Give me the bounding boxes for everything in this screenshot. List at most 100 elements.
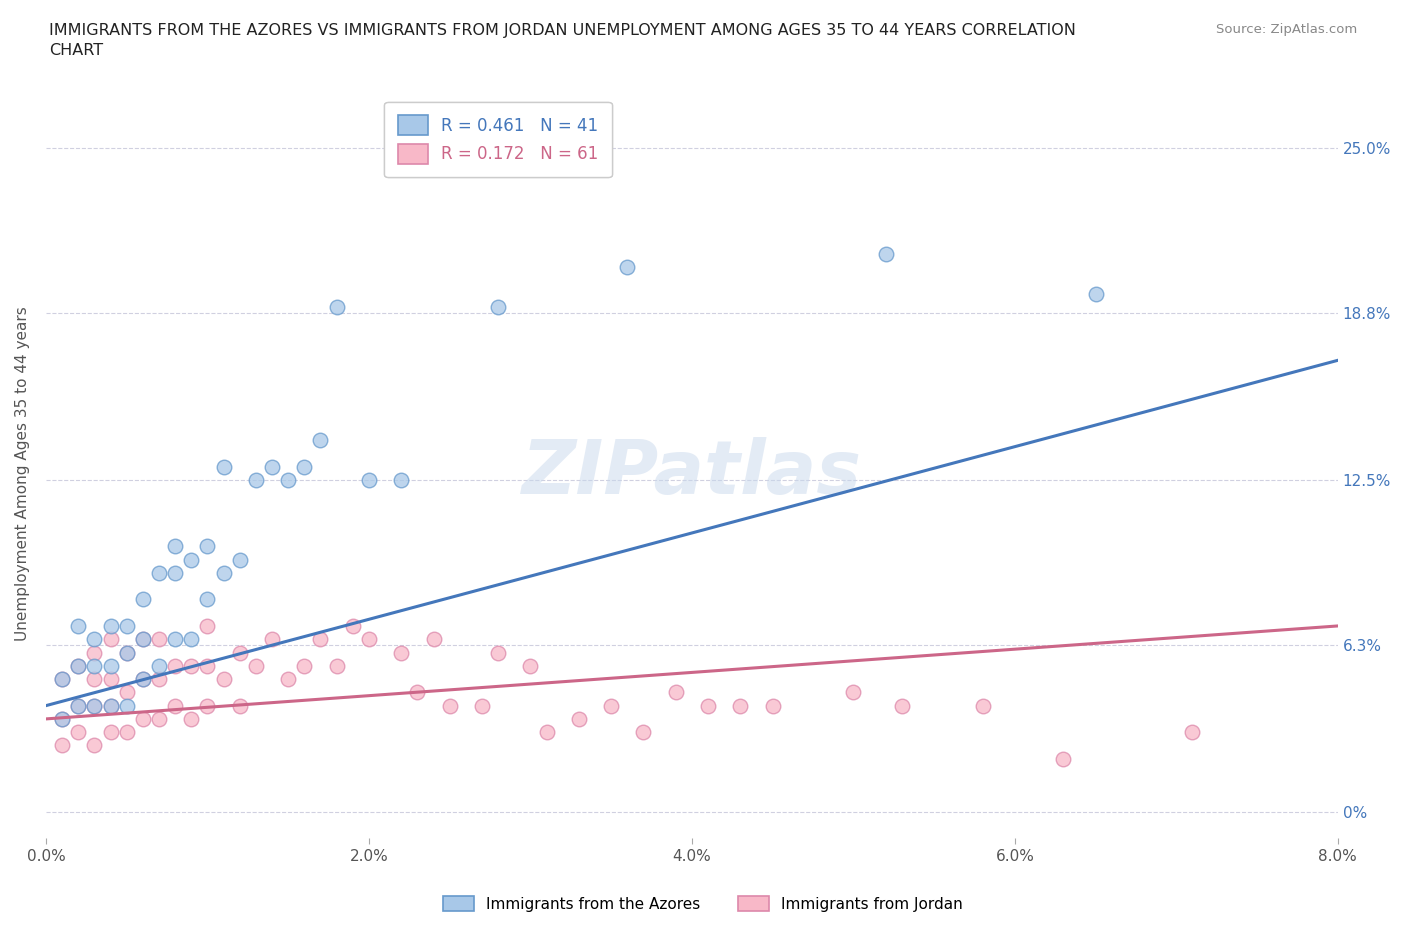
Point xyxy=(180,658,202,673)
Y-axis label: Unemployment Among Ages 35 to 44 years: Unemployment Among Ages 35 to 44 years xyxy=(15,306,30,641)
Point xyxy=(148,565,170,580)
Point xyxy=(165,658,187,673)
Point xyxy=(260,459,283,474)
Point xyxy=(148,671,170,686)
Point xyxy=(115,724,138,739)
Point xyxy=(165,538,187,553)
Point xyxy=(389,645,412,660)
Point xyxy=(180,711,202,726)
Point xyxy=(180,631,202,646)
Point xyxy=(100,671,122,686)
Point xyxy=(309,432,332,447)
Point xyxy=(890,698,912,713)
Point xyxy=(536,724,558,739)
Point xyxy=(486,299,509,314)
Point xyxy=(132,671,155,686)
Point xyxy=(100,658,122,673)
Point xyxy=(67,618,90,633)
Point xyxy=(51,738,73,753)
Point xyxy=(389,472,412,487)
Point xyxy=(100,618,122,633)
Point xyxy=(67,658,90,673)
Point xyxy=(51,711,73,726)
Point xyxy=(197,538,219,553)
Point xyxy=(519,658,541,673)
Point xyxy=(180,552,202,567)
Point xyxy=(132,671,155,686)
Point xyxy=(83,738,105,753)
Point xyxy=(51,711,73,726)
Point xyxy=(83,631,105,646)
Point xyxy=(229,645,252,660)
Point xyxy=(260,631,283,646)
Text: ZIPatlas: ZIPatlas xyxy=(522,437,862,510)
Point xyxy=(292,459,315,474)
Point xyxy=(357,631,380,646)
Point xyxy=(875,246,897,261)
Point xyxy=(633,724,655,739)
Point xyxy=(486,645,509,660)
Point xyxy=(229,698,252,713)
Point xyxy=(83,671,105,686)
Point xyxy=(83,698,105,713)
Point xyxy=(132,591,155,606)
Point xyxy=(697,698,720,713)
Point xyxy=(197,698,219,713)
Point xyxy=(568,711,591,726)
Point xyxy=(762,698,785,713)
Text: Source: ZipAtlas.com: Source: ZipAtlas.com xyxy=(1216,23,1357,36)
Point xyxy=(100,724,122,739)
Point xyxy=(115,684,138,699)
Point xyxy=(342,618,364,633)
Point xyxy=(439,698,461,713)
Legend: Immigrants from the Azores, Immigrants from Jordan: Immigrants from the Azores, Immigrants f… xyxy=(437,889,969,918)
Point xyxy=(245,658,267,673)
Point xyxy=(165,698,187,713)
Legend: R = 0.461   N = 41, R = 0.172   N = 61: R = 0.461 N = 41, R = 0.172 N = 61 xyxy=(384,101,612,178)
Point xyxy=(357,472,380,487)
Point xyxy=(406,684,429,699)
Point xyxy=(730,698,752,713)
Point xyxy=(1084,286,1107,301)
Point xyxy=(132,711,155,726)
Point xyxy=(165,565,187,580)
Point xyxy=(67,658,90,673)
Point xyxy=(100,698,122,713)
Point xyxy=(100,698,122,713)
Point xyxy=(67,724,90,739)
Point xyxy=(277,671,299,686)
Point xyxy=(67,698,90,713)
Point xyxy=(471,698,494,713)
Point xyxy=(51,671,73,686)
Point xyxy=(148,658,170,673)
Point xyxy=(67,698,90,713)
Point xyxy=(212,459,235,474)
Point xyxy=(325,299,347,314)
Point xyxy=(197,618,219,633)
Point xyxy=(51,671,73,686)
Point xyxy=(616,259,638,274)
Point xyxy=(309,631,332,646)
Point xyxy=(665,684,688,699)
Point xyxy=(245,472,267,487)
Point xyxy=(292,658,315,673)
Point xyxy=(212,671,235,686)
Point xyxy=(197,658,219,673)
Point xyxy=(132,631,155,646)
Point xyxy=(277,472,299,487)
Point xyxy=(148,711,170,726)
Point xyxy=(972,698,994,713)
Point xyxy=(842,684,865,699)
Point xyxy=(83,645,105,660)
Point xyxy=(115,645,138,660)
Point xyxy=(197,591,219,606)
Point xyxy=(115,698,138,713)
Point xyxy=(83,698,105,713)
Point xyxy=(229,552,252,567)
Point xyxy=(600,698,623,713)
Point xyxy=(148,631,170,646)
Point xyxy=(132,631,155,646)
Point xyxy=(325,658,347,673)
Point xyxy=(83,658,105,673)
Point xyxy=(165,631,187,646)
